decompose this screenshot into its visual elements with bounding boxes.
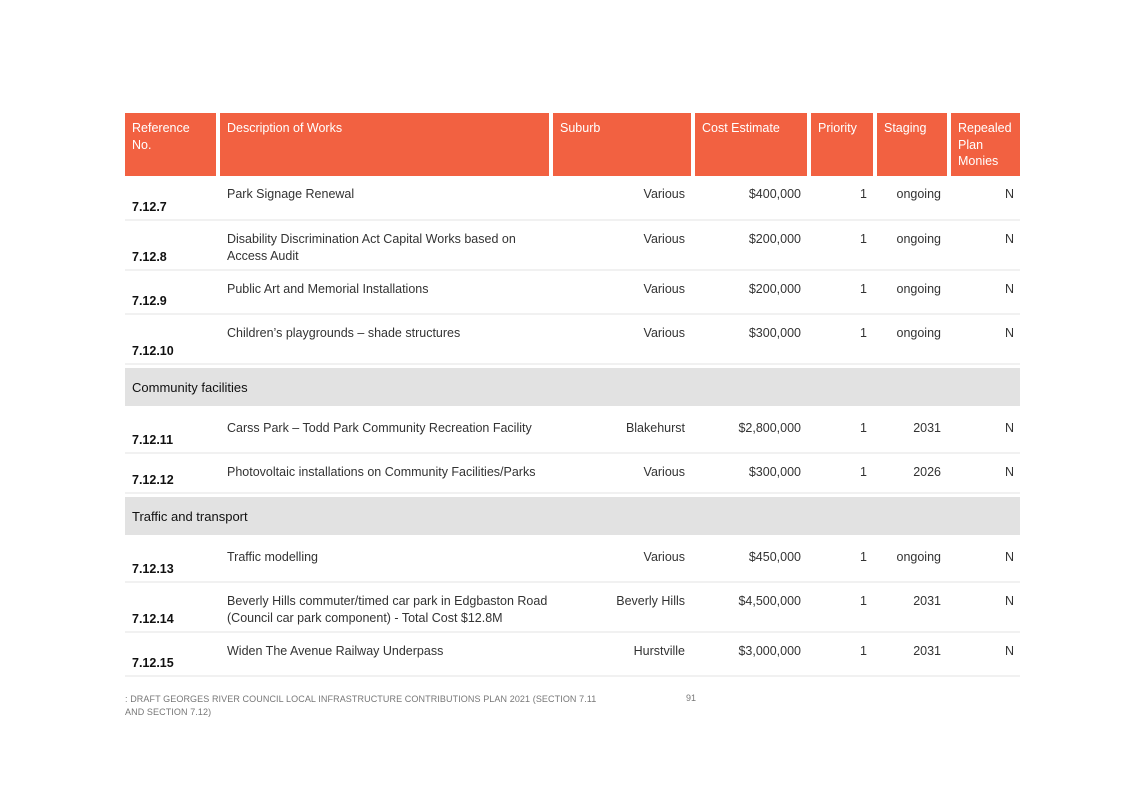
description-cell: Park Signage Renewal (227, 187, 355, 201)
section-heading-row: Traffic and transport (125, 497, 1020, 535)
reference-cell: 7.12.13 (132, 561, 174, 576)
priority-cell: 1 (860, 644, 867, 658)
header-staging: Staging (877, 113, 947, 176)
suburb-cell: Blakehurst (625, 421, 685, 435)
priority-cell: 1 (860, 187, 867, 201)
priority-cell: 1 (860, 465, 867, 479)
description-cell: Traffic modelling (227, 550, 319, 564)
table-row: 7.12.9 Public Art and Memorial Installati… (125, 271, 1020, 315)
header-description: Description of Works (220, 113, 549, 176)
cost-estimate-cell: $450,000 (748, 550, 801, 564)
cost-estimate-cell: $300,000 (748, 465, 801, 479)
table-header-row: Reference No. Description of Works Subur… (125, 113, 1020, 176)
staging-cell: ongoing (896, 326, 942, 340)
priority-cell: 1 (860, 326, 867, 340)
header-priority: Priority (811, 113, 873, 176)
staging-cell: 2026 (913, 465, 941, 479)
page-number: 91 (686, 693, 697, 703)
reference-cell: 7.12.10 (132, 343, 174, 358)
page-footer-title: : DRAFT GEORGES RIVER COUNCIL LOCAL INFR… (125, 694, 597, 717)
suburb-cell: Various (643, 326, 685, 340)
suburb-cell: Various (643, 550, 685, 564)
description-cell: Disability Discrimination Act Capital Wo… (227, 232, 516, 263)
suburb-cell: Various (643, 465, 685, 479)
priority-cell: 1 (860, 421, 867, 435)
cost-estimate-cell: $2,800,000 (738, 421, 801, 435)
table-row: 7.12.12 Photovoltaic installations on Com… (125, 454, 1020, 494)
staging-cell: ongoing (896, 187, 942, 201)
priority-cell: 1 (860, 594, 867, 608)
description-cell: Public Art and Memorial Installations (227, 282, 429, 296)
table-body: 7.12.7 Park Signage Renewal Various $400,00… (125, 176, 1020, 677)
description-cell: Children’s playgrounds – shade structure… (227, 326, 461, 340)
reference-cell: 7.12.8 (132, 249, 167, 264)
priority-cell: 1 (860, 232, 867, 246)
description-cell: Widen The Avenue Railway Underpass (227, 644, 444, 658)
section-heading-row: Community facilities (125, 368, 1020, 406)
header-reference-no: Reference No. (125, 113, 216, 176)
staging-cell: ongoing (896, 550, 942, 564)
cost-estimate-cell: $4,500,000 (738, 594, 801, 608)
works-schedule-table: Reference No. Description of Works Subur… (125, 113, 1020, 677)
repealed-plan-monies-cell: N (1004, 187, 1014, 201)
repealed-plan-monies-cell: N (1004, 550, 1014, 564)
repealed-plan-monies-cell: N (1004, 465, 1014, 479)
repealed-plan-monies-cell: N (1004, 644, 1014, 658)
description-cell: Beverly Hills commuter/timed car park in… (227, 594, 548, 625)
table-row: 7.12.8 Disability Discrimination Act Capi… (125, 221, 1020, 271)
reference-cell: 7.12.9 (132, 293, 167, 308)
staging-cell: 2031 (913, 594, 941, 608)
repealed-plan-monies-cell: N (1004, 232, 1014, 246)
repealed-plan-monies-cell: N (1004, 326, 1014, 340)
staging-cell: 2031 (913, 421, 941, 435)
cost-estimate-cell: $200,000 (748, 232, 801, 246)
priority-cell: 1 (860, 282, 867, 296)
staging-cell: ongoing (896, 282, 942, 296)
reference-cell: 7.12.11 (132, 432, 174, 447)
cost-estimate-cell: $200,000 (748, 282, 801, 296)
description-cell: Carss Park – Todd Park Community Recreat… (227, 421, 532, 435)
suburb-cell: Hurstville (633, 644, 685, 658)
reference-cell: 7.12.12 (132, 472, 174, 487)
table-row: 7.12.10 Children’s playgrounds – shade st… (125, 315, 1020, 365)
description-cell: Photovoltaic installations on Community … (227, 465, 536, 479)
table-row: 7.12.15 Widen The Avenue Railway Underpas… (125, 633, 1020, 677)
cost-estimate-cell: $300,000 (748, 326, 801, 340)
suburb-cell: Various (643, 232, 685, 246)
repealed-plan-monies-cell: N (1004, 594, 1014, 608)
priority-cell: 1 (860, 550, 867, 564)
cost-estimate-cell: $3,000,000 (738, 644, 801, 658)
repealed-plan-monies-cell: N (1004, 421, 1014, 435)
table-row: 7.12.14 Beverly Hills commuter/timed car … (125, 583, 1020, 633)
repealed-plan-monies-cell: N (1004, 282, 1014, 296)
suburb-cell: Beverly Hills (616, 594, 685, 608)
reference-cell: 7.12.14 (132, 611, 174, 626)
suburb-cell: Various (643, 187, 685, 201)
cost-estimate-cell: $400,000 (748, 187, 801, 201)
table-row: 7.12.7 Park Signage Renewal Various $400,00… (125, 176, 1020, 221)
staging-cell: ongoing (896, 232, 942, 246)
header-repealed-plan-monies: Repealed Plan Monies (951, 113, 1020, 176)
table-row: 7.12.11 Carss Park – Todd Park Community … (125, 410, 1020, 454)
suburb-cell: Various (643, 282, 685, 296)
header-cost-estimate: Cost Estimate (695, 113, 807, 176)
reference-cell: 7.12.7 (132, 199, 167, 214)
header-suburb: Suburb (553, 113, 691, 176)
reference-cell: 7.12.15 (132, 655, 174, 670)
table-row: 7.12.13 Traffic modelling Various $450,000 1… (125, 539, 1020, 583)
staging-cell: 2031 (913, 644, 941, 658)
